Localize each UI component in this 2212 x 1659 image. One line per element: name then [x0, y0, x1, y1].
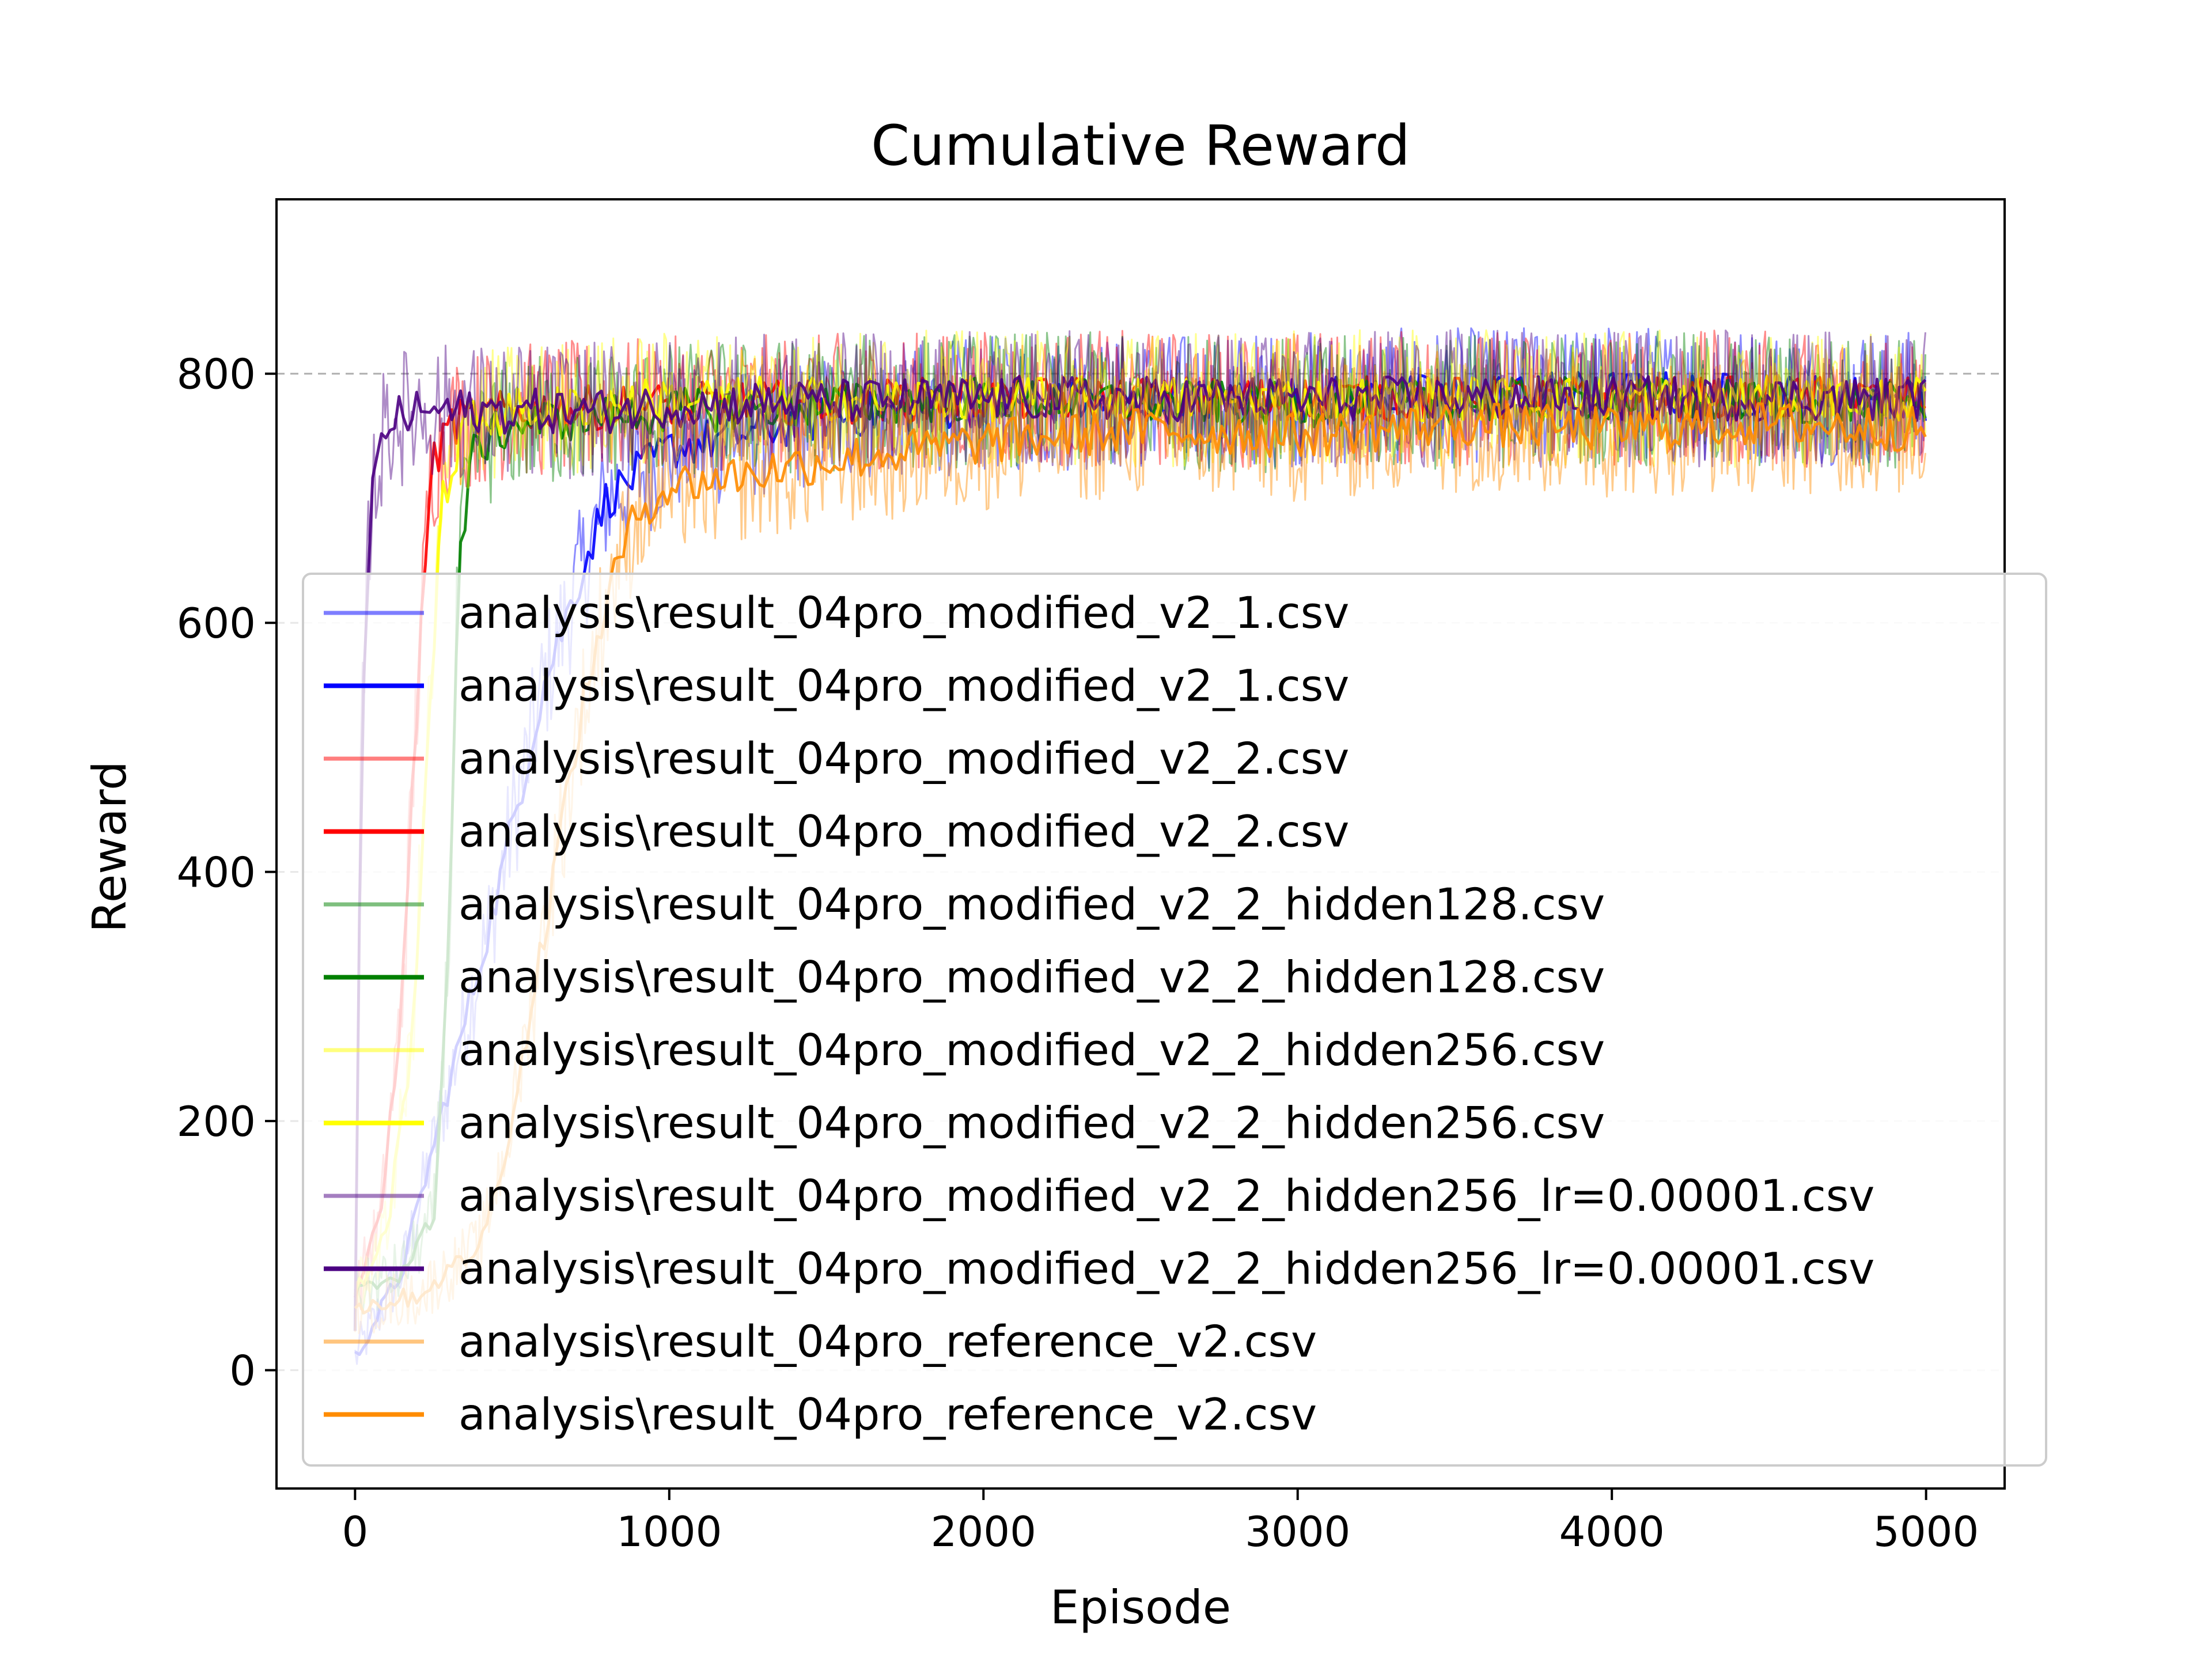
y-tick-label-800: 800 [177, 350, 256, 399]
legend-box [302, 573, 2047, 1467]
y-tick-label-600: 600 [177, 599, 256, 647]
legend-label-10: analysis\result_04pro_modified_v2_2_hidd… [459, 1243, 1874, 1294]
legend-label-11: analysis\result_04pro_reference_v2.csv [459, 1316, 1317, 1367]
series-layer [353, 327, 1927, 1365]
x-tick-label-1000: 1000 [616, 1508, 722, 1556]
legend-label-12: analysis\result_04pro_reference_v2.csv [459, 1389, 1317, 1440]
legend-label-9: analysis\result_04pro_modified_v2_2_hidd… [459, 1170, 1874, 1221]
legend-label-8: analysis\result_04pro_modified_v2_2_hidd… [459, 1097, 1605, 1149]
chart-title: Cumulative Reward [871, 113, 1410, 178]
x-tick-label-2000: 2000 [931, 1508, 1036, 1556]
legend-label-5: analysis\result_04pro_modified_v2_2_hidd… [459, 878, 1605, 930]
legend-label-6: analysis\result_04pro_modified_v2_2_hidd… [459, 952, 1605, 1003]
legend-label-1: analysis\result_04pro_modified_v2_1.csv [459, 587, 1349, 638]
series-line-12 [354, 402, 1927, 1315]
legend-label-2: analysis\result_04pro_modified_v2_1.csv [459, 660, 1349, 711]
y-tick-label-400: 400 [177, 849, 256, 897]
x-axis-ticks: 0 1000 2000 3000 4000 5000 [342, 1488, 1979, 1556]
y-axis-ticks: 0 200 400 600 800 [177, 350, 276, 1395]
legend-label-7: analysis\result_04pro_modified_v2_2_hidd… [459, 1024, 1605, 1075]
x-tick-label-0: 0 [342, 1508, 368, 1556]
y-tick-label-0: 0 [229, 1347, 256, 1395]
x-axis-label: Episode [1050, 1581, 1231, 1634]
legend: analysis\result_04pro_modified_v2_1.csva… [302, 573, 2047, 1467]
series-line-9 [354, 329, 1926, 1327]
x-tick-label-5000: 5000 [1873, 1508, 1979, 1556]
legend-label-4: analysis\result_04pro_modified_v2_2.csv [459, 806, 1349, 857]
y-axis-label: Reward [83, 761, 137, 933]
x-tick-label-4000: 4000 [1559, 1508, 1665, 1556]
legend-label-3: analysis\result_04pro_modified_v2_2.csv [459, 733, 1349, 784]
y-tick-label-200: 200 [177, 1097, 256, 1146]
series-line-4 [354, 374, 1926, 1298]
x-tick-label-3000: 3000 [1245, 1508, 1350, 1556]
series-line-8 [353, 374, 1927, 1295]
series-line-10 [353, 375, 1927, 1331]
